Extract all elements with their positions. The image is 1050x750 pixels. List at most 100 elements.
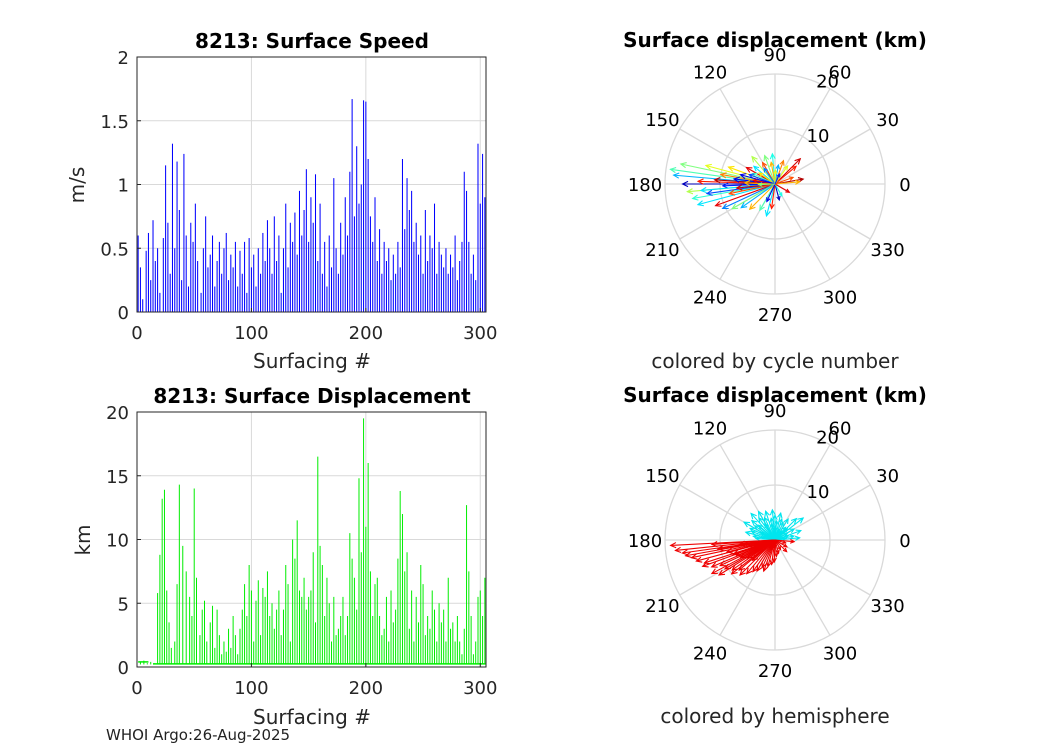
polar-cycle-arrow-head (705, 189, 713, 196)
speed-bar (390, 280, 392, 312)
polar-cycle-arrow (680, 163, 776, 185)
polar-cycle-arrow-head (763, 167, 768, 173)
polar-hemisphere-angle-label: 30 (876, 466, 899, 487)
polar-cycle-angle-label: 120 (693, 62, 727, 83)
polar-hemisphere-caption: colored by hemisphere (660, 704, 889, 728)
polar-cycle-arrow (766, 183, 776, 202)
polar-cycle-arrow-head (735, 184, 743, 191)
speed-bar (340, 222, 342, 312)
speed-bar (376, 261, 378, 312)
polar-hemisphere-arrow-southward-head (738, 564, 746, 571)
speed-xtick-label: 300 (463, 323, 497, 344)
speed-bar (381, 273, 383, 312)
speed-bar (190, 222, 192, 312)
displacement-ytick-label: 5 (118, 594, 129, 615)
polar-cycle-arrow-head (743, 180, 751, 187)
speed-bar (150, 280, 152, 312)
polar-cycle-arrow-head (714, 200, 722, 207)
speed-bar (176, 161, 178, 312)
speed-bar (317, 261, 319, 312)
polar-hemisphere-arrow-southward-head (731, 564, 739, 571)
speed-bar (157, 248, 159, 312)
speed-bar (250, 267, 252, 312)
polar-hemisphere-radius-label: 10 (807, 482, 830, 503)
polar-hemisphere-arrow-southward-head (725, 547, 733, 554)
polar-hemisphere-arrow-northward-head (783, 532, 789, 537)
polar-hemisphere-arrow-northward-head (769, 508, 776, 516)
polar-hemisphere-arrow-southward-head (669, 542, 677, 549)
polar-hemisphere-arrow-southward (746, 539, 776, 575)
polar-cycle-arrow-head (776, 172, 781, 178)
polar-hemisphere-arrow-northward-head (789, 528, 796, 534)
speed-bar (392, 254, 394, 312)
speed-bar (358, 203, 360, 312)
polar-hemisphere-arrow-southward-head (730, 568, 738, 575)
displacement-lines (138, 418, 486, 665)
polar-hemisphere-arrow-northward-head (750, 512, 757, 520)
polar-cycle-arrow-head (721, 203, 729, 210)
polar-hemisphere-arrow-northward-head (797, 517, 805, 524)
speed-bar (202, 248, 204, 312)
speed-bar (280, 292, 282, 312)
speed-bar (248, 238, 250, 312)
polar-cycle-arrow (749, 183, 776, 210)
polar-hemisphere-arrow-northward-head (770, 522, 775, 528)
speed-bar (475, 280, 477, 312)
speed-bar (401, 159, 403, 312)
speed-bar (415, 222, 417, 312)
polar-cycle-arrow-head (769, 161, 775, 167)
speed-bar (159, 292, 161, 312)
polar-hemisphere-arrow-northward-head (778, 517, 783, 524)
polar-cycle-vectors (669, 152, 805, 218)
speed-bar (192, 241, 194, 312)
polar-hemisphere-arrow-northward-head (777, 511, 783, 519)
polar-cycle-arrow (758, 172, 776, 185)
speed-bars (137, 99, 486, 312)
speed-ytick-label: 2 (118, 48, 129, 69)
polar-hemisphere-arrow-northward-head (754, 536, 761, 542)
speed-bar (342, 254, 344, 312)
polar-hemisphere-arrow-southward-head (756, 564, 763, 573)
polar-hemisphere-angle-label: 90 (764, 401, 787, 422)
speed-bar (337, 273, 339, 312)
polar-cycle-chart: Surface displacement (km) 0 30 60 90 120 150 1… (623, 28, 927, 373)
speed-bar (197, 261, 199, 312)
speed-bar (477, 143, 479, 312)
speed-bar (246, 292, 248, 312)
polar-hemisphere-arrow-northward-head (789, 534, 796, 540)
polar-hemisphere-arrow-southward-head (717, 569, 726, 576)
polar-cycle-arrow (715, 183, 776, 207)
polar-hemisphere-arrow-southward-head (769, 559, 775, 566)
polar-hemisphere-angle-label: 180 (628, 531, 662, 552)
polar-hemisphere-arrow-southward-head (739, 569, 746, 576)
polar-hemisphere-arrow-northward-head (764, 510, 770, 517)
speed-bar (305, 169, 307, 312)
speed-bar (205, 216, 207, 312)
polar-hemisphere-arrow-southward-head (710, 540, 718, 548)
polar-cycle-arrow-head (757, 182, 763, 187)
speed-ytick-label: 1 (118, 176, 129, 197)
polar-cycle-angle-label: 270 (758, 305, 792, 326)
speed-bar (411, 190, 413, 312)
speed-bar (292, 241, 294, 312)
speed-bar (237, 286, 239, 312)
polar-hemisphere-arrow-northward-head (769, 517, 775, 523)
polar-cycle-arrow-head (775, 163, 781, 170)
polar-hemisphere-arrow-southward-head (703, 558, 711, 565)
speed-bar (344, 197, 346, 312)
polar-hemisphere-arrow-southward-head (716, 545, 724, 552)
polar-cycle-caption: colored by cycle number (651, 349, 899, 373)
polar-hemisphere-arrow-southward (774, 539, 780, 554)
speed-bar (145, 250, 147, 312)
polar-hemisphere-arrow-southward-head (674, 546, 682, 554)
speed-bar (433, 203, 436, 312)
polar-hemisphere-labels: 0 30 60 90 120 150 180 210 240 270 300 330 10 20 (628, 401, 911, 682)
speed-bar (363, 100, 365, 312)
polar-hemisphere-arrow-northward-head (779, 521, 784, 527)
polar-cycle-angle-label: 30 (876, 110, 899, 131)
speed-bar (321, 273, 323, 312)
speed-ylabel: m/s (65, 167, 89, 204)
speed-bar (301, 235, 303, 312)
speed-bar (450, 254, 452, 312)
